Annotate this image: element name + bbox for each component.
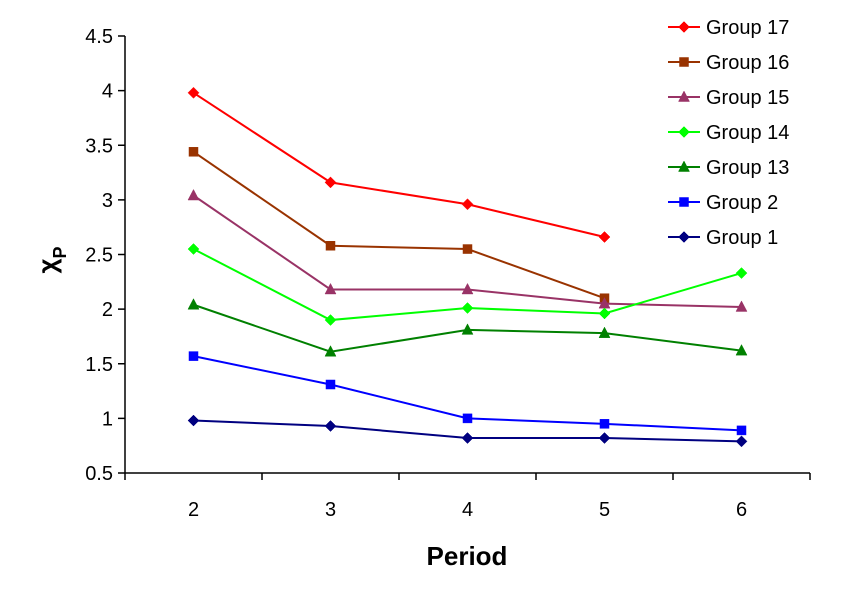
legend: Group 17 Group 16 Group 15 Group 14 Group 13… [668,17,789,249]
x-tick-label: 3 [325,499,336,521]
data-point-group-2 [188,351,199,361]
x-tick-label: 6 [736,499,747,521]
data-point-group-14 [324,314,337,326]
series-group-14 [187,243,748,326]
data-point-group-13 [461,323,474,335]
data-point-group-15 [461,282,474,295]
data-point-group-14 [735,267,748,279]
legend-item-group-17: Group 17 [668,17,789,39]
data-point-group-16 [325,241,336,251]
data-point-group-1 [735,435,748,448]
data-point-group-14 [187,243,200,255]
y-tick-label: 3.5 [85,135,113,157]
series-group-13 [187,298,748,357]
data-point-group-13 [735,344,748,356]
legend-label: Group 1 [706,227,778,249]
data-point-group-1 [598,432,611,444]
legend-item-group-16: Group 16 [668,52,789,74]
series-lines [187,86,748,448]
data-point-group-14 [461,302,474,314]
legend-label: Group 17 [706,17,789,39]
legend-label: Group 14 [706,122,789,144]
legend-marker [678,126,690,138]
y-tick-label: 4 [102,81,113,103]
legend-item-group-15: Group 15 [668,87,789,109]
legend-marker [678,231,690,243]
legend-item-group-1: Group 1 [668,227,778,249]
axes: 0.5 1 1.5 2 2.5 3 3.5 4 4.5 2 3 4 5 6 [85,26,811,521]
y-tick-label: 1 [102,408,113,430]
data-point-group-1 [324,420,337,432]
series-group-2 [188,351,747,436]
legend-marker [678,160,690,172]
y-tick-label: 1.5 [85,354,113,376]
legend-item-group-14: Group 14 [668,122,789,144]
y-tick-label: 2.5 [85,245,113,267]
legend-label: Group 2 [706,192,778,214]
data-point-group-17 [187,86,200,99]
series-group-15 [187,188,748,312]
y-tick-label: 4.5 [85,26,113,48]
y-axis-title: χP [32,247,70,274]
data-point-group-13 [324,345,337,357]
data-point-group-2 [599,419,610,429]
legend-item-group-2: Group 2 [668,192,778,214]
data-point-group-15 [324,282,337,295]
series-group-1 [187,414,748,448]
series-line-group-17 [192,91,605,238]
data-point-group-1 [187,414,200,427]
data-point-group-17 [461,198,474,211]
data-point-group-17 [598,231,611,243]
series-group-17 [187,86,611,243]
legend-marker [678,21,690,33]
data-point-group-15 [735,300,748,312]
data-point-group-16 [462,244,473,254]
data-point-group-15 [187,188,200,201]
data-point-group-13 [598,326,611,338]
y-axis-title-main: χ [32,258,62,273]
legend-label: Group 13 [706,157,789,179]
x-tick-label: 2 [188,499,199,521]
legend-label: Group 16 [706,52,789,74]
y-tick-label: 2 [102,299,113,321]
data-point-group-14 [598,307,611,320]
x-axis-title: Period [427,541,508,571]
data-point-group-16 [188,147,199,157]
legend-marker [679,197,689,207]
data-point-group-1 [461,432,474,444]
y-axis-title-subscript: P [50,247,70,259]
legend-marker [679,57,689,67]
data-point-group-2 [736,425,747,436]
legend-label: Group 15 [706,87,789,109]
data-point-group-2 [462,413,473,424]
x-tick-label: 5 [599,499,610,521]
y-tick-label: 0.5 [85,463,113,485]
x-tick-label: 4 [462,499,473,521]
series-line-group-16 [192,150,605,300]
data-point-group-2 [325,379,336,390]
y-tick-label: 3 [102,190,113,212]
legend-marker [678,90,690,102]
data-point-group-17 [324,176,337,189]
legend-item-group-13: Group 13 [668,157,789,179]
data-point-group-13 [187,298,200,310]
